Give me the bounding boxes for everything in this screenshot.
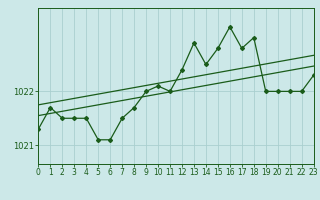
Text: Graphe pression niveau de la mer (hPa): Graphe pression niveau de la mer (hPa) <box>43 181 277 191</box>
